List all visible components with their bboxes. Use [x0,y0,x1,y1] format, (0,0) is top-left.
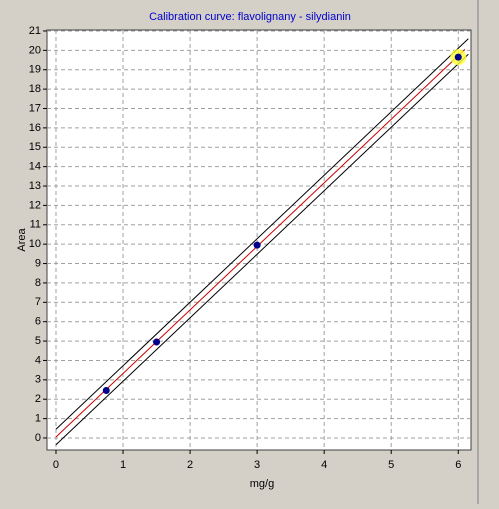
fit-line [55,38,469,430]
fit-line [55,49,466,438]
y-tick-label: 13 [29,180,41,192]
x-tick-label: 6 [455,459,461,471]
y-tick-label: 6 [35,316,41,328]
y-axis-label: Area [16,228,28,252]
data-point [153,338,161,346]
data-point [102,386,110,394]
fit-line [55,53,469,446]
y-tick-label: 17 [29,102,41,114]
y-tick-label: 15 [29,141,41,153]
x-tick-label: 0 [53,459,59,471]
y-tick-label: 2 [35,393,41,405]
x-axis-label: mg/g [250,478,274,490]
y-tick-label: 3 [35,374,41,386]
y-tick-label: 8 [35,277,41,289]
y-tick-label: 9 [35,257,41,269]
x-tick-label: 2 [187,459,193,471]
x-tick-label: 5 [388,459,394,471]
chart-title: Calibration curve: flavolignany - silydi… [149,11,351,23]
plot-area [46,29,472,451]
y-tick-label: 21 [29,25,41,37]
data-point [454,53,462,61]
y-tick-label: 4 [35,354,41,366]
y-tick-label: 12 [29,199,41,211]
x-tick-label: 4 [321,459,327,471]
y-tick-label: 14 [29,161,41,173]
y-tick-label: 11 [30,219,41,231]
x-tick-label: 1 [120,459,126,471]
y-tick-label: 10 [29,238,41,250]
x-tick-label: 3 [254,459,260,471]
y-tick-label: 1 [35,413,41,425]
y-tick-label: 5 [35,335,41,347]
y-tick-label: 7 [35,296,41,308]
y-tick-label: 19 [29,64,41,76]
y-tick-label: 0 [35,432,41,444]
y-tick-label: 18 [29,83,41,95]
y-tick-label: 20 [29,44,41,56]
data-point [253,241,261,249]
y-tick-label: 16 [29,122,41,134]
